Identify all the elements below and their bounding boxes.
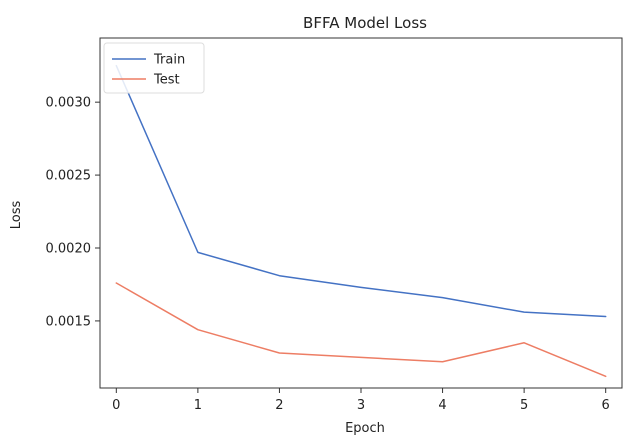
y-tick-label: 0.0030 xyxy=(46,96,92,111)
x-tick-label: 6 xyxy=(602,398,610,413)
x-tick-label: 5 xyxy=(520,398,528,413)
x-tick-label: 3 xyxy=(357,398,365,413)
plot-area: 0 1 2 3 4 5 6 0.0015 0.0020 0.0025 0.0030 Train Test xyxy=(46,37,623,413)
y-axis-title: Loss xyxy=(9,201,24,230)
x-tick-label: 2 xyxy=(275,398,283,413)
legend-label-test: Test xyxy=(153,73,180,88)
y-tick-label: 0.0015 xyxy=(46,314,92,329)
legend-box xyxy=(103,42,205,94)
x-axis-title: Epoch xyxy=(345,421,385,436)
y-tick-label: 0.0020 xyxy=(46,242,92,257)
chart-title: BFFA Model Loss xyxy=(303,14,427,32)
series-line-train xyxy=(115,64,607,318)
x-tick-label: 1 xyxy=(194,398,202,413)
x-tick-label: 0 xyxy=(112,398,120,413)
y-tick-label: 0.0025 xyxy=(46,169,92,184)
x-tick-label: 4 xyxy=(438,398,446,413)
legend-label-train: Train xyxy=(153,53,185,68)
series-line-test xyxy=(115,282,607,378)
